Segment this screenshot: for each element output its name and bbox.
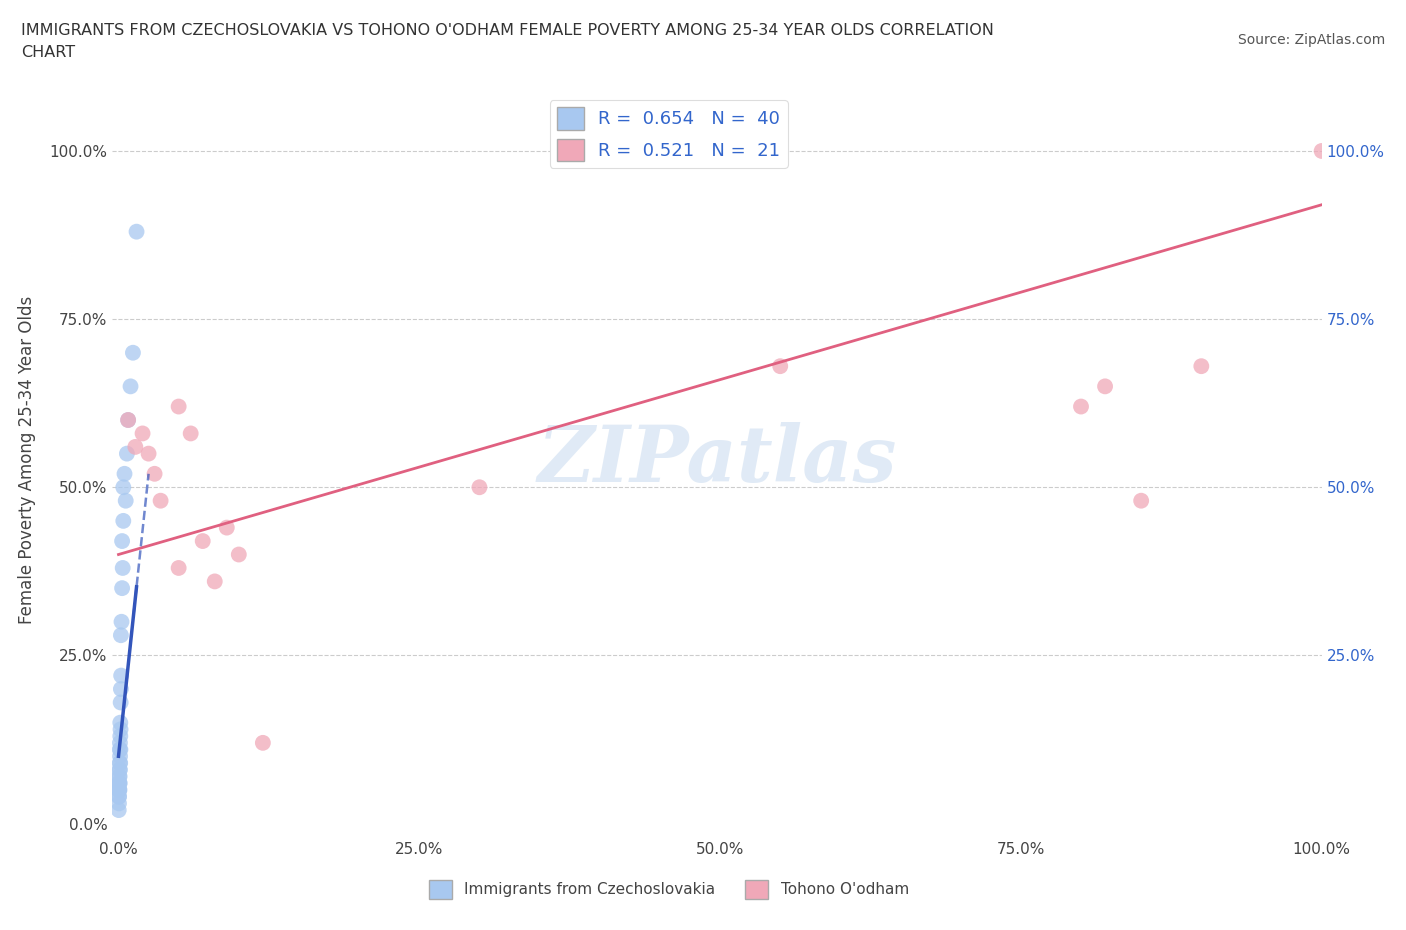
Point bbox=[117, 413, 139, 428]
Point bbox=[122, 345, 145, 360]
Point bbox=[110, 695, 132, 710]
Text: Source: ZipAtlas.com: Source: ZipAtlas.com bbox=[1237, 33, 1385, 46]
Point bbox=[167, 399, 190, 414]
Point bbox=[115, 446, 138, 461]
Point bbox=[468, 480, 491, 495]
Point bbox=[143, 466, 166, 481]
Point bbox=[108, 776, 131, 790]
Point bbox=[108, 755, 131, 770]
Point bbox=[110, 628, 132, 643]
Point bbox=[108, 763, 131, 777]
Point bbox=[114, 466, 136, 481]
Point bbox=[110, 615, 132, 630]
Point bbox=[1130, 493, 1153, 508]
Point bbox=[167, 561, 190, 576]
Point bbox=[108, 782, 131, 797]
Point bbox=[108, 742, 131, 757]
Point bbox=[108, 749, 131, 764]
Point bbox=[111, 580, 134, 595]
Point bbox=[108, 790, 131, 804]
Point bbox=[108, 782, 131, 797]
Text: CHART: CHART bbox=[21, 45, 75, 60]
Point bbox=[111, 561, 134, 576]
Point bbox=[110, 722, 132, 737]
Point bbox=[114, 493, 136, 508]
Point bbox=[108, 790, 131, 804]
Point bbox=[124, 440, 146, 455]
Text: ZIPatlas: ZIPatlas bbox=[537, 422, 897, 498]
Point bbox=[108, 776, 131, 790]
Point bbox=[107, 803, 129, 817]
Point bbox=[108, 769, 131, 784]
Point bbox=[111, 534, 134, 549]
Y-axis label: Female Poverty Among 25-34 Year Olds: Female Poverty Among 25-34 Year Olds bbox=[18, 297, 35, 624]
Point bbox=[1070, 399, 1092, 414]
Legend: Immigrants from Czechoslovakia, Tohono O'odham: Immigrants from Czechoslovakia, Tohono O… bbox=[422, 874, 915, 905]
Point bbox=[110, 682, 132, 697]
Point bbox=[1310, 143, 1333, 158]
Point bbox=[191, 534, 214, 549]
Point bbox=[108, 769, 131, 784]
Point bbox=[228, 547, 250, 562]
Point bbox=[110, 668, 132, 683]
Point bbox=[149, 493, 172, 508]
Point bbox=[108, 782, 131, 797]
Point bbox=[108, 736, 131, 751]
Point bbox=[108, 755, 131, 770]
Point bbox=[1094, 379, 1116, 393]
Point bbox=[112, 480, 135, 495]
Point bbox=[252, 736, 274, 751]
Point bbox=[110, 715, 132, 730]
Point bbox=[138, 446, 160, 461]
Point bbox=[215, 520, 238, 535]
Point bbox=[769, 359, 792, 374]
Point bbox=[120, 379, 142, 393]
Point bbox=[117, 413, 139, 428]
Point bbox=[108, 796, 131, 811]
Point bbox=[108, 776, 131, 790]
Point bbox=[131, 426, 153, 441]
Point bbox=[108, 763, 131, 777]
Point bbox=[110, 729, 132, 744]
Text: IMMIGRANTS FROM CZECHOSLOVAKIA VS TOHONO O'ODHAM FEMALE POVERTY AMONG 25-34 YEAR: IMMIGRANTS FROM CZECHOSLOVAKIA VS TOHONO… bbox=[21, 23, 994, 38]
Point bbox=[180, 426, 202, 441]
Point bbox=[125, 224, 148, 239]
Point bbox=[112, 513, 135, 528]
Point bbox=[110, 742, 132, 757]
Point bbox=[204, 574, 226, 589]
Point bbox=[1189, 359, 1212, 374]
